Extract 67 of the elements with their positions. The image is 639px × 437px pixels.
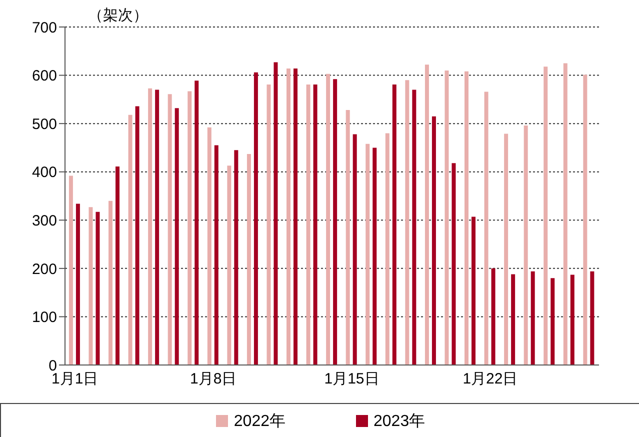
- bar: [306, 84, 310, 365]
- bar: [207, 127, 212, 365]
- x-tick-label: 1月8日: [190, 370, 237, 388]
- bar: [352, 134, 357, 365]
- bar: [227, 166, 232, 365]
- bar: [174, 108, 179, 365]
- legend-label: 2023年: [374, 412, 426, 432]
- bar: [372, 148, 377, 365]
- bar: [326, 74, 330, 365]
- bar: [148, 88, 152, 365]
- bar: [155, 90, 160, 365]
- bar: [116, 166, 120, 365]
- bar: [254, 72, 258, 365]
- bar: [484, 92, 488, 365]
- bar: [76, 204, 80, 365]
- bar: [504, 134, 508, 365]
- bar: [274, 62, 278, 365]
- bar: [286, 68, 291, 365]
- bar: [88, 207, 93, 365]
- bar: [294, 68, 298, 365]
- bar: [491, 268, 496, 365]
- y-tick-label: 300: [32, 212, 57, 230]
- x-tick-label: 1月22日: [462, 370, 518, 388]
- bar: [392, 84, 396, 365]
- bar: [96, 212, 100, 365]
- bar: [524, 126, 528, 365]
- bar: [366, 144, 370, 365]
- bar: [511, 274, 516, 365]
- bar: [168, 94, 172, 365]
- y-tick-label: 500: [32, 116, 57, 133]
- bar: [385, 133, 390, 365]
- bar: [405, 80, 410, 365]
- bar: [590, 271, 594, 365]
- bar: [188, 91, 192, 365]
- bar: [452, 163, 456, 365]
- bar: [266, 84, 271, 365]
- bar: [583, 74, 588, 365]
- y-tick-label: 100: [32, 309, 57, 326]
- bar: [135, 106, 140, 365]
- bar: [333, 79, 338, 365]
- bar: [444, 70, 449, 365]
- bar: [128, 114, 132, 365]
- bar: [464, 71, 469, 365]
- bar: [432, 116, 436, 365]
- bar: [194, 80, 199, 365]
- y-axis-title: （架次）: [88, 6, 148, 25]
- bar: [472, 216, 476, 365]
- bar: [108, 200, 113, 365]
- bar: [214, 145, 218, 365]
- bar: [313, 84, 318, 365]
- bar: [412, 90, 416, 365]
- bar: [424, 64, 429, 365]
- y-tick-label: 600: [32, 68, 57, 85]
- bar: [530, 271, 535, 365]
- legend-label: 2022年: [234, 412, 286, 432]
- y-tick-label: 200: [32, 260, 57, 278]
- bar: [68, 176, 73, 365]
- x-tick-label: 1月15日: [324, 370, 380, 388]
- bar: [544, 66, 548, 365]
- bar: [563, 63, 568, 365]
- bar: [246, 154, 251, 365]
- bar: [550, 278, 555, 365]
- bar: [570, 274, 574, 365]
- bar: [234, 150, 238, 365]
- y-tick-label: 700: [32, 19, 57, 36]
- bar: [346, 110, 350, 365]
- y-tick-label: 400: [32, 164, 57, 182]
